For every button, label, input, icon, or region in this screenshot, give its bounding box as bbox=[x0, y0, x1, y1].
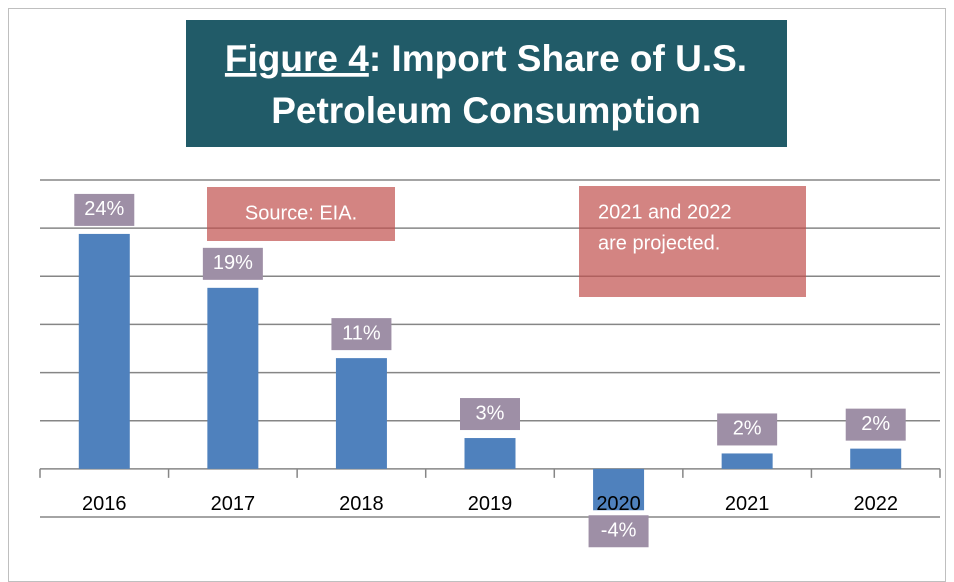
data-label-box bbox=[202, 247, 263, 280]
annotation-box bbox=[207, 187, 395, 241]
x-tick-label: 2021 bbox=[725, 493, 770, 515]
data-label: 19% bbox=[213, 252, 253, 274]
annotation-box bbox=[579, 186, 806, 297]
title-label: Figure 4 bbox=[225, 38, 369, 79]
data-label-box bbox=[74, 193, 135, 226]
annotation: 2021 and 2022 bbox=[598, 201, 731, 223]
data-label: 24% bbox=[84, 198, 124, 220]
x-tick-label: 2017 bbox=[211, 493, 256, 515]
data-label: -4% bbox=[601, 520, 637, 542]
data-label: 2% bbox=[733, 418, 762, 440]
annotation: are projected. bbox=[598, 232, 720, 254]
data-label-box bbox=[331, 318, 392, 351]
annotation: Source: EIA. bbox=[245, 202, 357, 224]
x-tick-label: 2020 bbox=[596, 493, 641, 515]
bar bbox=[593, 468, 645, 511]
x-tick-label: 2022 bbox=[853, 493, 898, 515]
data-label: 2% bbox=[861, 413, 890, 435]
bar bbox=[78, 233, 130, 469]
chart-title: Figure 4: Import Share of U.S. bbox=[225, 38, 747, 79]
chart-title: Petroleum Consumption bbox=[271, 90, 701, 131]
data-label: 11% bbox=[342, 322, 381, 344]
data-label-box bbox=[717, 413, 778, 446]
x-tick-label: 2018 bbox=[339, 493, 384, 515]
bar bbox=[850, 448, 902, 469]
title-line: : Import Share of U.S. bbox=[369, 38, 747, 79]
bar bbox=[207, 287, 259, 469]
x-tick-label: 2019 bbox=[468, 493, 513, 515]
data-label-box bbox=[845, 408, 906, 441]
bar bbox=[335, 358, 387, 469]
bar bbox=[464, 438, 516, 469]
title-box bbox=[186, 20, 787, 147]
data-label-box bbox=[460, 398, 520, 431]
bar bbox=[721, 453, 773, 469]
x-tick-label: 2016 bbox=[82, 493, 127, 515]
data-label: 3% bbox=[476, 402, 505, 424]
data-label-box bbox=[588, 515, 649, 548]
